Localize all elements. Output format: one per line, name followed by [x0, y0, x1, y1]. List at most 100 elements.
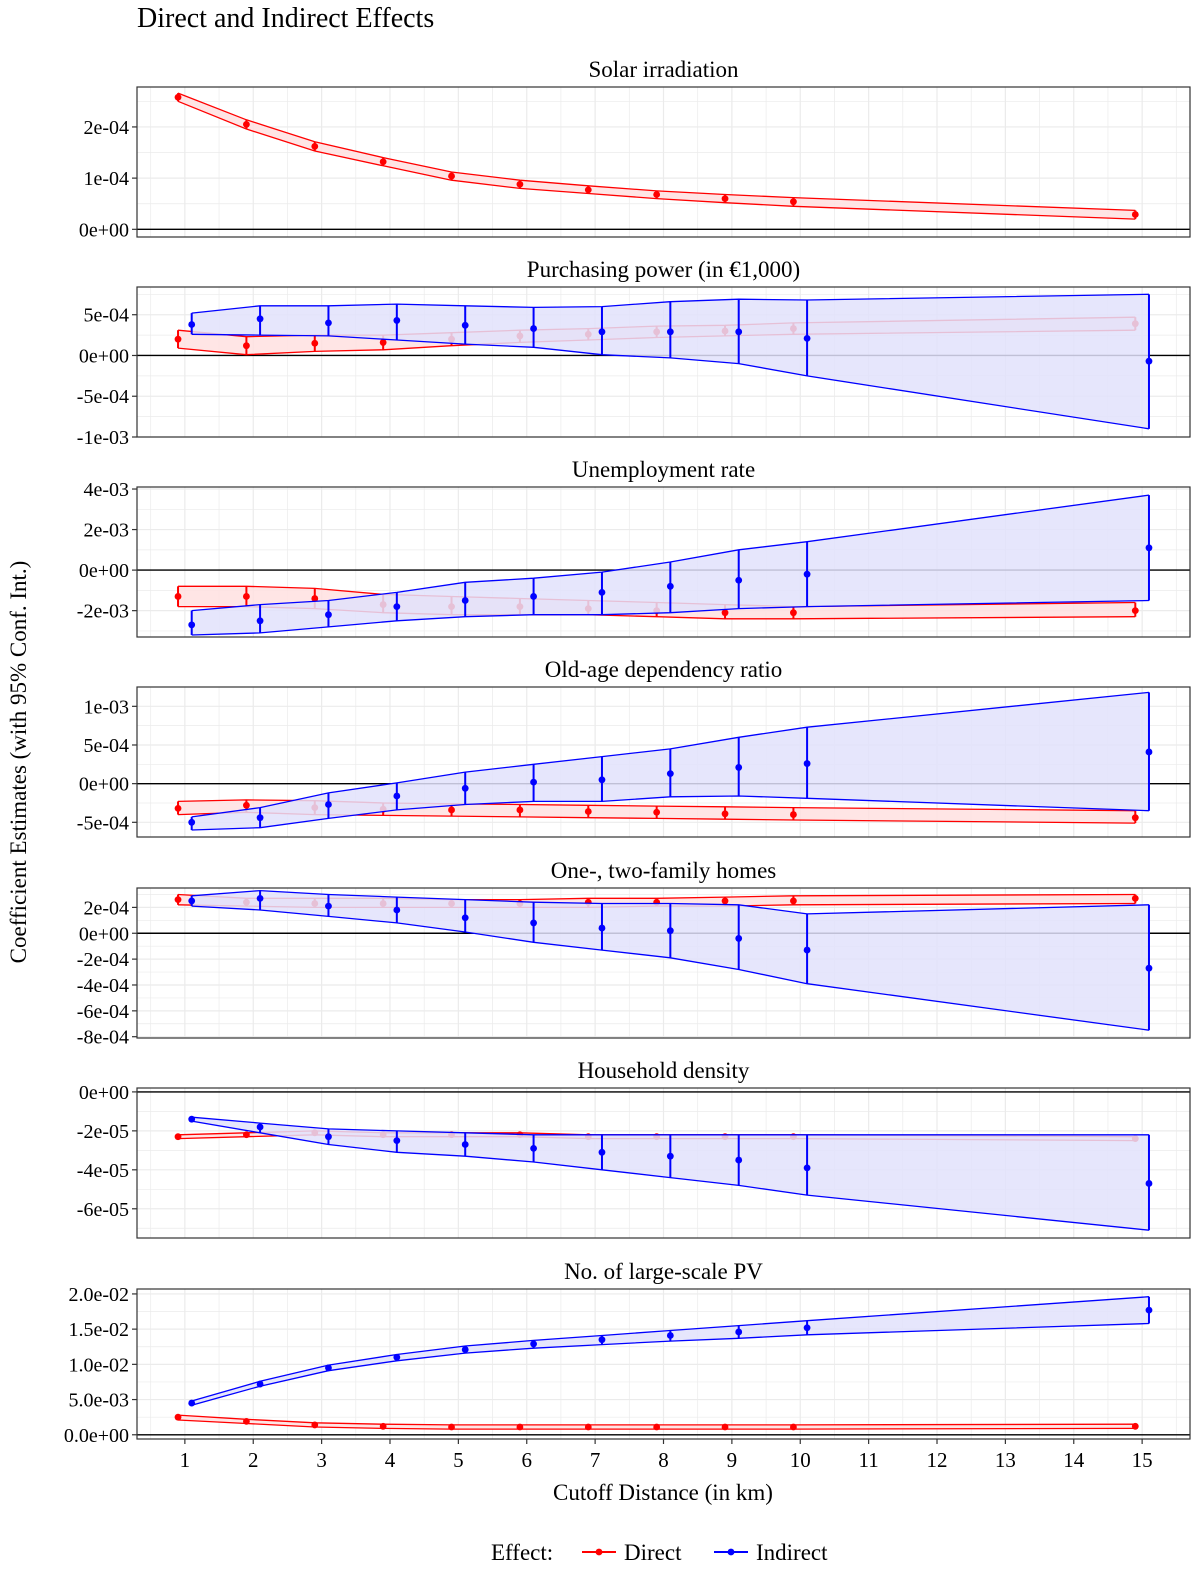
indirect-point — [666, 927, 674, 935]
indirect-point — [735, 1156, 743, 1164]
x-tick-label: 14 — [1063, 1448, 1085, 1472]
indirect-point — [461, 1141, 469, 1148]
direct-point — [174, 896, 182, 904]
series-indirect — [188, 293, 1153, 430]
indirect-upper-line — [191, 494, 1150, 612]
panel-border — [136, 86, 1191, 238]
indirect-point — [256, 1380, 264, 1388]
indirect-ci-ribbon — [191, 1296, 1149, 1406]
y-tick-label: 0.0e+00 — [64, 1425, 129, 1447]
indirect-point — [461, 784, 469, 792]
x-tick-label: 13 — [995, 1448, 1016, 1472]
y-tick-label: 4e-03 — [83, 479, 129, 501]
direct-point — [1131, 894, 1139, 902]
direct-point — [1131, 607, 1139, 615]
panel-border — [136, 1087, 1191, 1239]
panel-title: Solar irradiation — [588, 57, 739, 82]
indirect-point — [803, 1164, 811, 1172]
direct-point — [174, 93, 182, 101]
panel-border — [136, 686, 1191, 838]
indirect-point — [1145, 544, 1153, 552]
direct-lower-line — [177, 100, 1136, 220]
x-tick-label: 3 — [316, 1448, 327, 1472]
indirect-point — [461, 914, 469, 922]
indirect-point — [735, 328, 743, 336]
indirect-point — [256, 894, 264, 902]
indirect-point — [188, 621, 196, 629]
indirect-point — [188, 818, 196, 826]
direct-point — [653, 808, 661, 816]
direct-point — [721, 609, 729, 617]
indirect-point — [1145, 748, 1153, 756]
indirect-point — [1145, 964, 1153, 972]
direct-point — [174, 335, 182, 343]
x-tick-label: 1 — [180, 1448, 191, 1472]
indirect-point — [325, 1133, 332, 1141]
y-tick-label: 2.0e-02 — [68, 1284, 129, 1306]
indirect-ci-ribbon — [191, 294, 1149, 429]
direct-point — [1131, 1422, 1139, 1430]
x-axis: 1 2 3 4 5 6 7 8 9 10 11 12 13 14 15 — [180, 1439, 1153, 1472]
y-tick-label: 1.5e-02 — [68, 1319, 129, 1341]
direct-point — [790, 897, 797, 905]
indirect-point — [1145, 1180, 1153, 1187]
direct-point — [311, 595, 319, 602]
indirect-point — [803, 760, 811, 767]
indirect-point — [393, 1137, 401, 1144]
direct-point — [243, 801, 250, 809]
indirect-point — [666, 328, 674, 336]
x-tick-label: 2 — [248, 1448, 259, 1472]
indirect-upper-line — [191, 1296, 1150, 1402]
panel-4: Old-age dependency ratio -5e-04 0e+00 5e-04… — [77, 657, 1191, 838]
y-tick-label: -5e-04 — [77, 386, 129, 408]
y-tick-label: 5e-04 — [83, 735, 129, 757]
panel-6: Household density -6e-05 -4e-05 -2e-05 0e+00 — [77, 1058, 1191, 1239]
direct-point — [379, 158, 387, 166]
legend-key-point-indirect — [727, 1548, 735, 1556]
x-tick-label: 7 — [590, 1448, 601, 1472]
direct-point — [790, 1423, 797, 1431]
direct-point — [243, 342, 250, 350]
chart-title: Direct and Indirect Effects — [137, 3, 434, 34]
panel-title: Unemployment rate — [572, 457, 755, 482]
indirect-point — [666, 1152, 674, 1160]
x-tick-label: 10 — [790, 1448, 811, 1472]
panel-border — [136, 286, 1191, 438]
indirect-point — [256, 617, 264, 625]
indirect-ci-ribbon — [191, 890, 1149, 1031]
indirect-point — [598, 924, 606, 932]
direct-point — [379, 339, 387, 346]
y-tick-label: -5e-04 — [77, 812, 129, 834]
direct-point — [721, 195, 729, 203]
indirect-point — [188, 1115, 196, 1123]
direct-point — [516, 806, 524, 814]
panels: Solar irradiation 0e+00 1e-04 2e-04 Purchasi… — [64, 57, 1191, 1472]
indirect-point — [256, 814, 264, 822]
indirect-point — [393, 317, 401, 324]
panel-title: Household density — [578, 1058, 750, 1083]
y-tick-label: 2e-04 — [83, 117, 129, 139]
x-tick-label: 4 — [385, 1448, 396, 1472]
panel-2: Purchasing power (in €1,000) -1e-03 -5e-04… — [77, 257, 1191, 449]
indirect-point — [735, 576, 743, 584]
series-indirect — [188, 691, 1153, 831]
direct-point — [584, 1423, 592, 1431]
indirect-point — [735, 764, 743, 771]
indirect-point — [598, 776, 606, 784]
indirect-upper-line — [191, 889, 1150, 915]
indirect-point — [803, 1324, 811, 1332]
series-indirect — [188, 494, 1153, 636]
indirect-point — [325, 1364, 332, 1372]
indirect-point — [256, 315, 264, 323]
indirect-point — [1145, 1306, 1153, 1314]
y-tick-label: -6e-04 — [77, 1001, 129, 1023]
indirect-point — [598, 1148, 606, 1156]
x-tick-label: 6 — [521, 1448, 532, 1472]
indirect-point — [325, 801, 332, 808]
y-tick-label: -1e-03 — [77, 427, 129, 449]
panel-title: Old-age dependency ratio — [545, 657, 783, 682]
indirect-point — [530, 325, 537, 332]
direct-point — [243, 120, 250, 128]
indirect-point — [598, 1336, 606, 1344]
